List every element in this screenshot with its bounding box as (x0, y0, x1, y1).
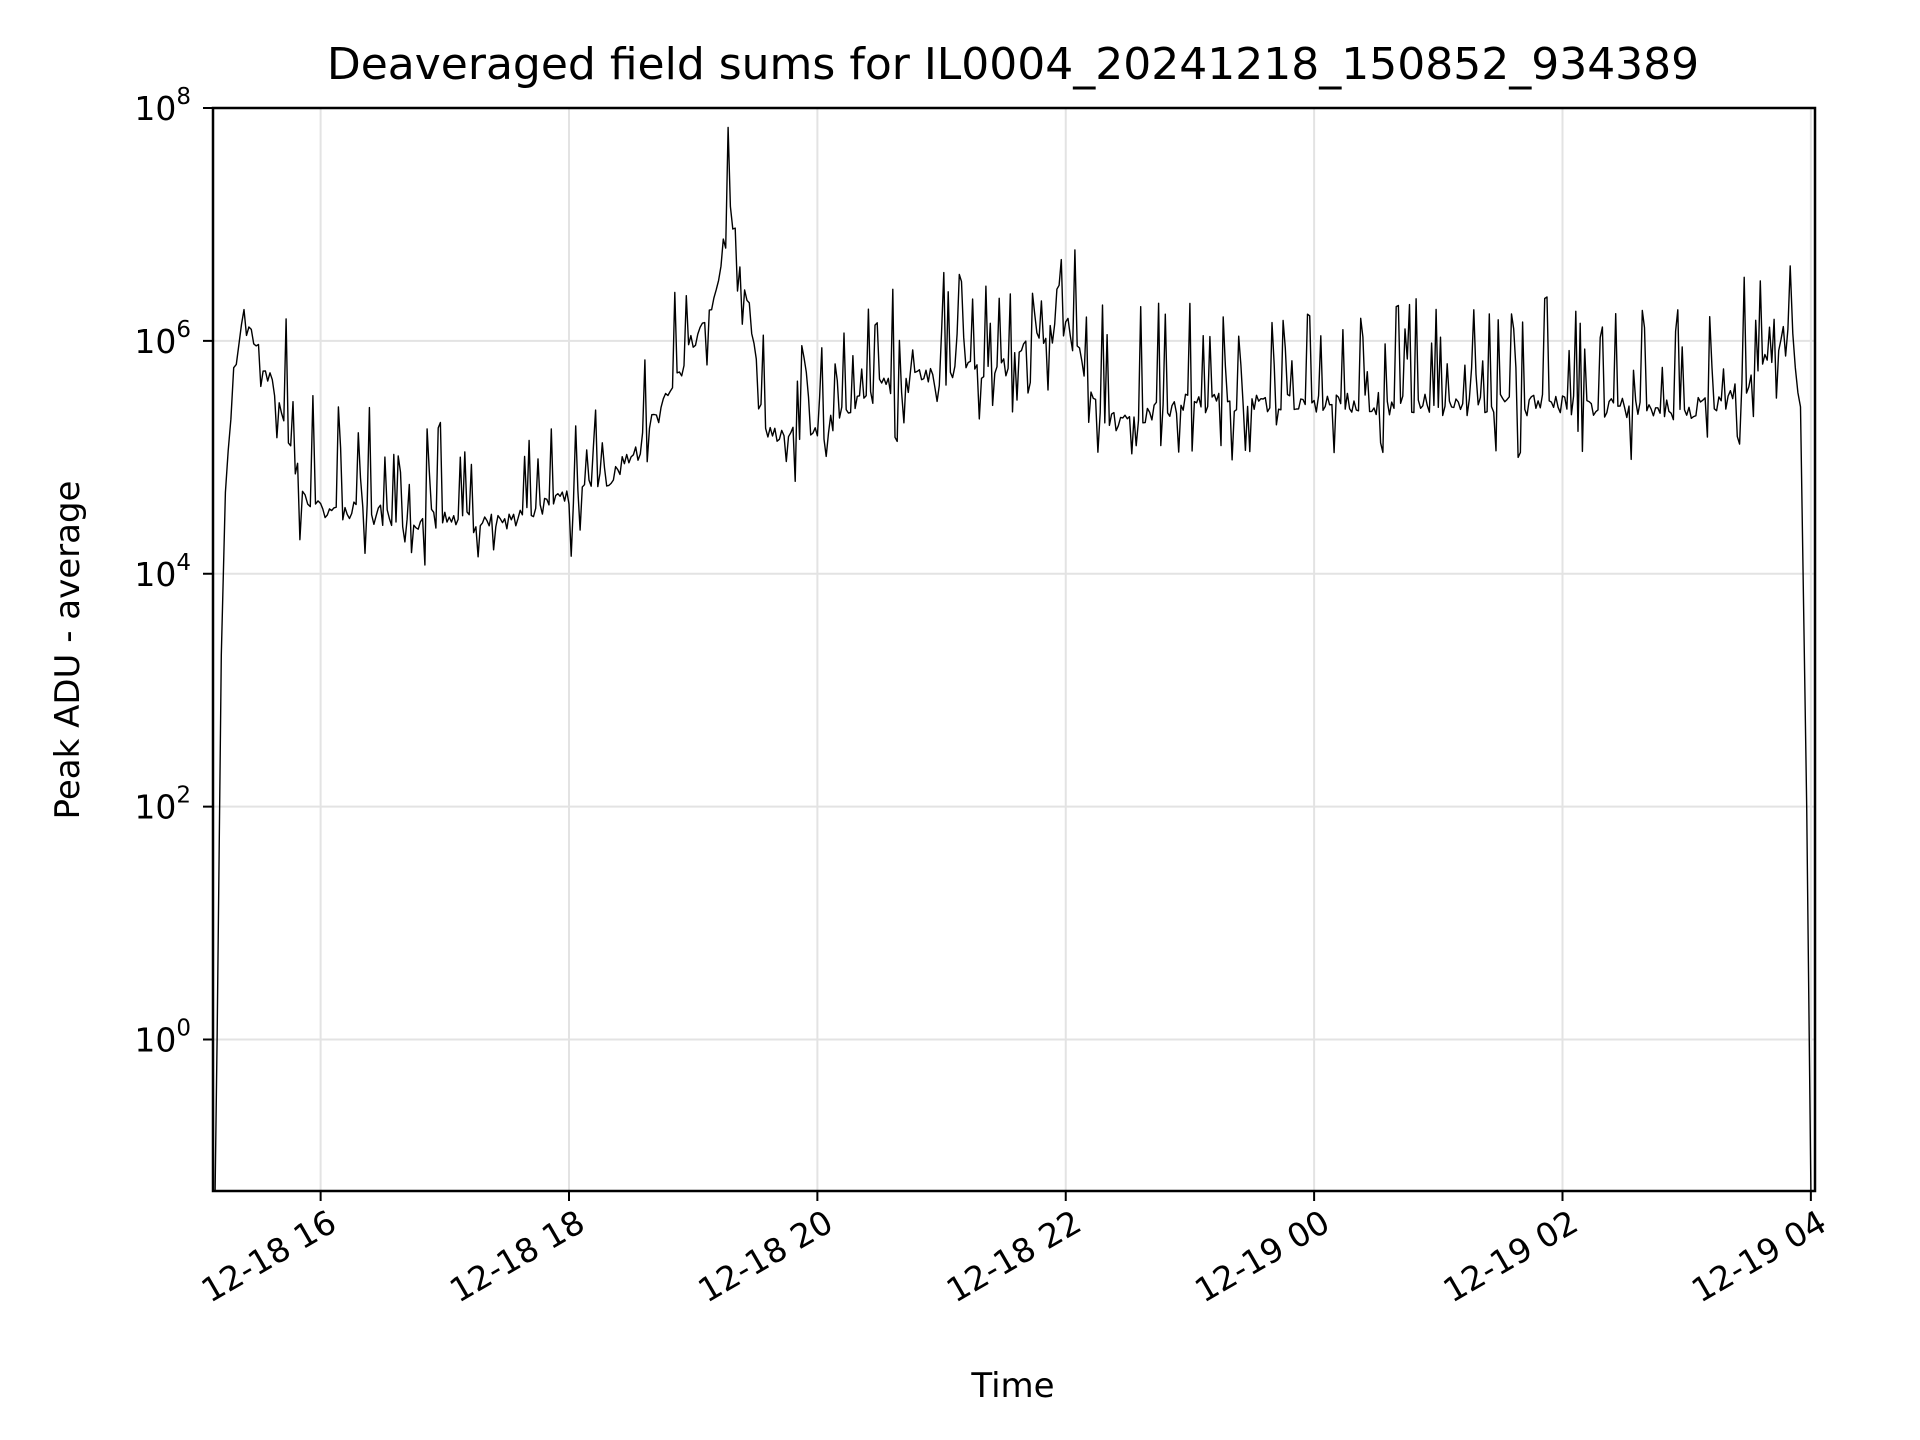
y-tick-label: 102 (134, 783, 191, 827)
y-axis-label: Peak ADU - average (48, 481, 88, 820)
y-tick-label: 106 (134, 317, 191, 361)
x-axis-label: Time (970, 1366, 1054, 1406)
y-ticks: 100 102 104 106 108 (134, 84, 213, 1060)
grid (213, 107, 1815, 1191)
y-tick-label: 104 (134, 550, 191, 594)
y-tick-label: 100 (134, 1016, 191, 1060)
plot-frame (211, 106, 1817, 1193)
y-tick-label: 108 (134, 84, 191, 128)
chart-title: Deaveraged field sums for IL0004_2024121… (327, 39, 1699, 90)
series-line (214, 126, 1812, 1192)
series-group (214, 126, 1812, 1192)
